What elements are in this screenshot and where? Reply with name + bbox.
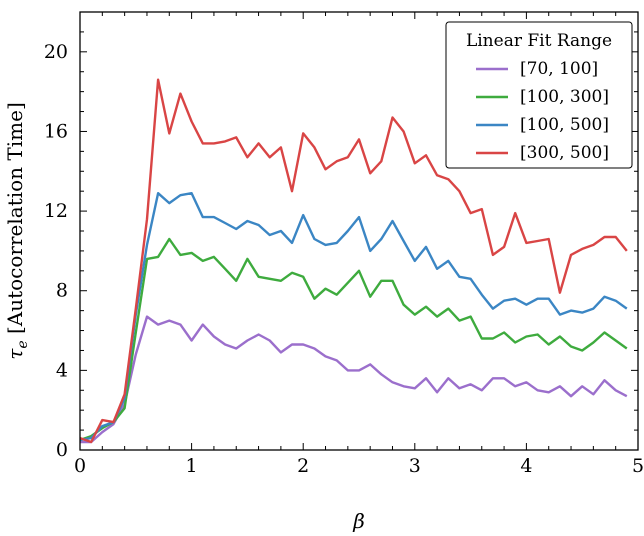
x-tick-label: 5: [632, 455, 644, 477]
legend-box: [445, 21, 633, 169]
x-tick-label: 3: [409, 455, 421, 477]
legend-label-4: [300, 500]: [520, 143, 609, 163]
x-tick-label: 1: [186, 455, 198, 477]
series-line-3: [79, 191, 628, 442]
y-axis-label-subscript: e: [15, 340, 31, 348]
y-tick-label: 8: [56, 280, 68, 302]
legend-label-1: [70, 100]: [520, 59, 598, 79]
series-line-1: [80, 315, 628, 444]
x-tick-label: 2: [297, 455, 309, 477]
x-tick-label: 4: [520, 455, 532, 477]
y-tick-label: 12: [44, 200, 68, 222]
y-tick-label: 20: [44, 41, 68, 63]
x-axis-label: β: [352, 509, 365, 533]
x-tick-label: 0: [74, 455, 86, 477]
series-line-2: [79, 237, 628, 442]
y-axis-label-symbol: τ: [3, 348, 27, 360]
y-tick-label: 0: [56, 439, 68, 461]
series-line-4: [79, 78, 628, 444]
legend: Linear Fit Range [70, 100] [100, 300] [100…: [445, 21, 633, 169]
y-tick-label: 4: [56, 359, 68, 381]
legend-title: Linear Fit Range: [466, 31, 612, 51]
legend-label-3: [100, 500]: [520, 115, 609, 135]
y-axis-label-description: [Autocorrelation Time]: [3, 102, 27, 340]
legend-items: [70, 100] [100, 300] [100, 500] [300, 500]: [476, 59, 609, 163]
series-layer: [79, 78, 628, 444]
legend-label-2: [100, 300]: [520, 87, 609, 107]
y-axis-label: τe [Autocorrelation Time]: [3, 102, 31, 360]
y-tick-label: 16: [44, 120, 68, 142]
